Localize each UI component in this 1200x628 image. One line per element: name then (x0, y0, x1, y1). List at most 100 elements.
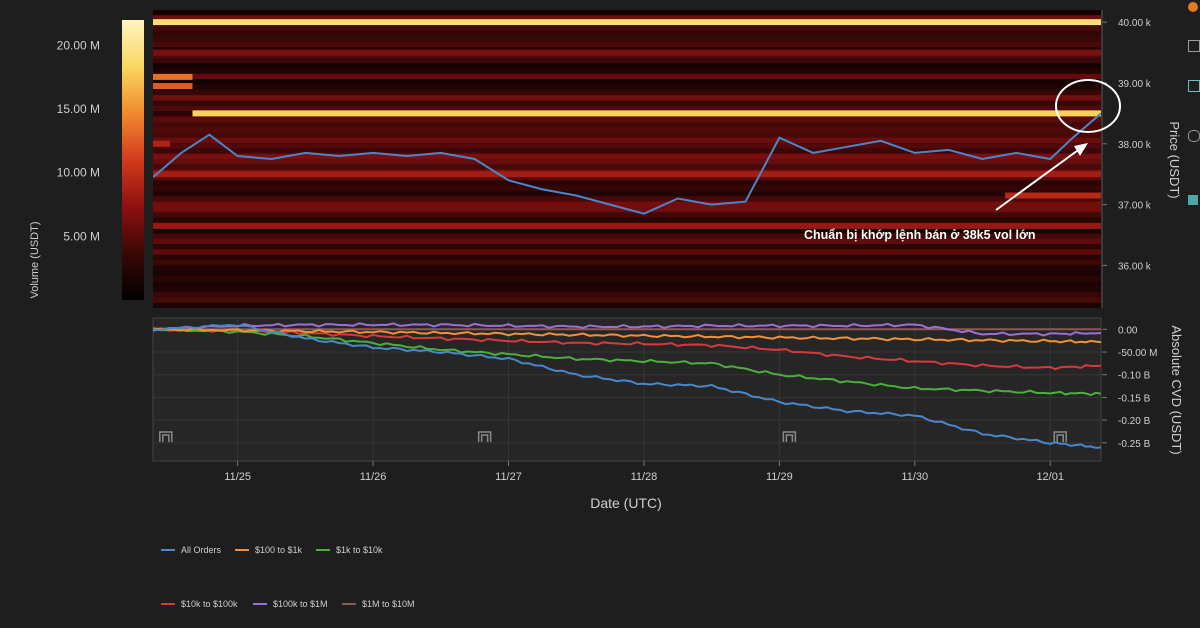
heatmap-row (153, 95, 1101, 101)
heatmap-row (153, 164, 1101, 171)
heatmap-row (153, 100, 1101, 107)
heatmap-row (153, 132, 1101, 139)
colorbar-tick-label: 20.00 M (57, 38, 100, 52)
cvd-tick-label: -0.20 B (1118, 416, 1151, 427)
heatmap-row (153, 270, 1101, 277)
teal-block-icon[interactable] (1188, 195, 1198, 205)
heatmap-row (153, 121, 1101, 128)
heatmap-row (153, 68, 1101, 75)
legend-row-1: All Orders $100 to $1k $1k to $10k (161, 543, 721, 557)
right-edge-toolbar (1186, 0, 1200, 220)
heatmap-row (153, 57, 1101, 64)
heatmap-row (153, 190, 1101, 197)
legend-swatch (316, 549, 330, 551)
price-tick-label: 39.00 k (1118, 79, 1152, 90)
liquidity-band (192, 110, 1101, 117)
annotation-circle (1055, 79, 1121, 133)
price-tick-label: 40.00 k (1118, 18, 1152, 29)
heatmap-row (153, 302, 1101, 308)
liquidity-band (153, 73, 193, 80)
heatmap-row (153, 105, 1101, 112)
liquidity-band (153, 19, 1101, 26)
legend-swatch (235, 549, 249, 551)
heatmap-row (153, 286, 1101, 293)
price-tick-label: 38.00 k (1118, 140, 1152, 151)
liquidity-band (1005, 192, 1101, 199)
date-tick-label: 11/29 (766, 471, 793, 483)
square-icon[interactable] (1188, 40, 1200, 52)
colorbar-tick-label: 15.00 M (57, 102, 100, 116)
cvd-tick-label: -0.25 B (1118, 439, 1151, 450)
legend-label: $10k to $100k (181, 599, 238, 609)
heatmap-row (153, 276, 1101, 282)
date-tick-label: 11/30 (901, 471, 928, 483)
date-tick-label: 11/25 (224, 471, 251, 483)
event-marker-icon (1053, 431, 1067, 442)
cvd-axis-label: Absolute CVD (USDT) (1169, 325, 1184, 454)
legend-row-2: $10k to $100k $100k to $1M $1M to $10M (161, 597, 721, 611)
price-axis-label: Price (USDT) (1167, 121, 1182, 198)
heatmap-row (153, 233, 1101, 240)
legend-label: $1M to $10M (362, 599, 415, 609)
heatmap-row (153, 281, 1101, 288)
heatmap-row (153, 174, 1101, 181)
heatmap-row (153, 137, 1101, 144)
orange-dot-icon[interactable] (1188, 2, 1198, 12)
date-axis-label: Date (UTC) (590, 495, 662, 511)
heatmap-row (153, 244, 1101, 250)
heatmap-row (153, 201, 1101, 208)
annotation-arrowhead (1074, 143, 1088, 156)
circle-icon[interactable] (1188, 130, 1200, 142)
heatmap-row (153, 15, 1101, 22)
liquidity-band (153, 171, 1101, 178)
date-tick-label: 12/01 (1036, 471, 1064, 483)
date-tick-label: 11/27 (495, 471, 522, 483)
legend-label: $100k to $1M (273, 599, 328, 609)
heatmap-row (153, 84, 1101, 91)
colorbar-ticks: 20.00 M 15.00 M 10.00 M 5.00 M (57, 38, 100, 243)
colorbar-tick-label: 5.00 M (63, 229, 100, 243)
date-tick-label: 11/28 (631, 471, 658, 483)
heatmap-row (153, 10, 1101, 16)
heatmap-row (153, 228, 1101, 234)
heatmap-row (153, 260, 1101, 266)
heatmap-row (153, 238, 1101, 245)
teal-square-icon[interactable] (1188, 80, 1200, 92)
heatmap-row (153, 143, 1101, 149)
heatmap-row (153, 41, 1101, 48)
cvd-series-line (153, 322, 1101, 337)
liquidity-band (153, 222, 1101, 229)
cvd-event-markers (159, 431, 1067, 442)
legend-swatch (161, 603, 175, 605)
colorbar-label: Volume (USDT) (29, 221, 41, 298)
liquidity-band (153, 49, 1101, 56)
cvd-series-line (153, 327, 1101, 397)
cvd-tick-label: 0.00 (1118, 325, 1138, 336)
legend-label: $1k to $10k (336, 545, 383, 555)
cvd-series-line (153, 327, 1101, 371)
legend-swatch (342, 603, 356, 605)
heatmap-row (153, 31, 1101, 38)
colorbar (122, 20, 144, 300)
heatmap-row (153, 36, 1101, 43)
heatmap-row (153, 185, 1101, 192)
annotation-text: Chuẩn bị khớp lệnh bán ở 38k5 vol lớn (804, 228, 1036, 242)
cvd-axis-ticks: 0.00 -50.00 M -0.10 B -0.15 B -0.20 B -0.25 B (1102, 325, 1157, 450)
heatmap-row (153, 159, 1101, 165)
heatmap-row (153, 89, 1101, 96)
heatmap-row (153, 25, 1101, 32)
legend-swatch (161, 549, 175, 551)
heatmap-row (153, 265, 1101, 272)
event-marker-icon (782, 431, 797, 442)
heatmap-row (153, 292, 1101, 298)
date-axis-ticks: 11/25 11/26 11/27 11/28 11/29 11/30 12/01 (224, 461, 1064, 483)
annotation-arrow (995, 147, 1082, 211)
price-axis-ticks: 40.00 k 39.00 k 38.00 k 37.00 k 36.00 k (1102, 18, 1152, 272)
cvd-series-lines (153, 322, 1101, 449)
price-tick-label: 36.00 k (1118, 261, 1152, 272)
cvd-tick-label: -0.10 B (1118, 371, 1151, 382)
heatmap-row (153, 254, 1101, 261)
cvd-series-line (153, 323, 1101, 449)
